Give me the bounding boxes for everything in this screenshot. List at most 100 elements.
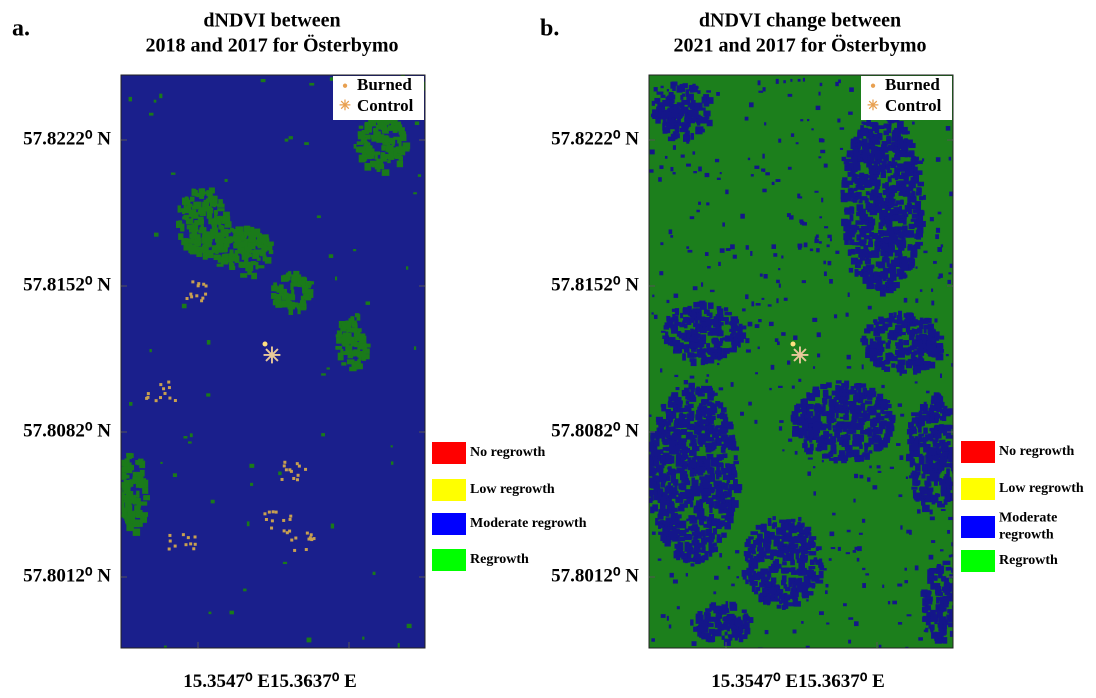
map-patch <box>710 354 715 359</box>
map-speck <box>373 572 376 575</box>
map-patch <box>218 199 223 204</box>
map-speck <box>829 279 833 284</box>
burn-speck <box>186 297 189 300</box>
map-patch <box>915 416 919 422</box>
map-patch <box>748 536 754 539</box>
map-speck <box>720 523 723 527</box>
map-speck <box>795 451 798 455</box>
map-patch <box>820 384 827 389</box>
map-patch <box>914 233 918 238</box>
map-patch <box>758 552 761 560</box>
map-speck <box>185 217 189 220</box>
map-speck <box>689 312 692 314</box>
map-patch <box>846 445 853 452</box>
map-patch <box>697 349 704 355</box>
map-speck <box>309 83 314 86</box>
map-speck <box>813 366 815 369</box>
map-patch <box>682 353 686 360</box>
map-patch <box>915 366 920 371</box>
map-patch <box>808 566 815 569</box>
map-patch <box>838 455 843 461</box>
map-patch <box>894 260 900 267</box>
map-patch <box>891 274 897 281</box>
map-patch <box>864 443 871 447</box>
map-patch <box>821 411 827 416</box>
map-patch <box>874 161 881 165</box>
map-patch <box>708 302 714 308</box>
map-speck <box>870 359 875 361</box>
map-patch <box>917 229 921 232</box>
map-patch <box>883 243 888 251</box>
map-speck <box>825 590 828 594</box>
control-point: ✳ <box>263 343 281 368</box>
map-speck <box>709 422 711 424</box>
map-patch <box>746 568 752 571</box>
map-speck <box>772 182 775 185</box>
map-speck <box>859 475 863 479</box>
x-tick-label: 15.3637⁰ E <box>270 671 357 692</box>
map-patch <box>930 476 937 481</box>
burn-speck <box>155 399 158 402</box>
map-speck <box>817 353 820 357</box>
map-speck <box>771 365 775 370</box>
map-patch <box>279 284 284 291</box>
burn-speck <box>185 543 188 546</box>
map-patch <box>915 191 921 195</box>
map-patch <box>877 206 882 210</box>
map-patch <box>914 220 918 228</box>
map-patch <box>232 229 236 233</box>
map-patch <box>909 334 915 340</box>
map-patch <box>201 224 204 229</box>
map-patch <box>708 544 714 547</box>
map-speck <box>149 113 153 116</box>
map-speck <box>745 117 749 121</box>
burn-speck <box>268 511 271 514</box>
map-patch <box>790 560 795 565</box>
map-patch <box>868 406 874 409</box>
map-speck <box>951 542 956 546</box>
class-swatch <box>432 513 466 535</box>
map-speck <box>670 167 673 171</box>
map-speck <box>763 601 767 605</box>
map-patch <box>852 413 857 419</box>
map-patch <box>854 174 860 177</box>
map-speck <box>862 568 865 570</box>
map-patch <box>936 402 941 409</box>
map-patch <box>862 336 867 339</box>
map-patch <box>863 274 869 281</box>
map-speck <box>798 244 803 248</box>
map-patch <box>140 516 147 523</box>
map-patch <box>919 443 924 447</box>
map-patch <box>706 343 710 348</box>
map-speck <box>698 167 702 172</box>
map-speck <box>188 441 192 443</box>
map-patch <box>935 434 940 438</box>
map-patch <box>698 420 704 424</box>
map-patch <box>742 570 747 577</box>
map-patch <box>896 239 902 245</box>
map-patch <box>254 253 258 256</box>
map-speck <box>714 576 719 580</box>
map-patch <box>341 362 346 365</box>
map-patch <box>683 307 689 315</box>
map-patch <box>921 474 925 479</box>
map-patch <box>874 328 880 332</box>
map-speck <box>899 455 903 460</box>
map-patch <box>676 460 683 466</box>
map-speck <box>758 91 763 93</box>
map-patch <box>896 364 902 368</box>
map-patch <box>768 518 772 526</box>
map-patch <box>281 300 285 307</box>
burn-speck <box>297 474 300 477</box>
map-speck <box>923 437 927 440</box>
map-speck <box>884 436 888 439</box>
burn-speck <box>200 299 203 302</box>
map-patch <box>955 599 960 602</box>
map-speck <box>884 401 888 406</box>
map-speck <box>665 156 668 159</box>
map-patch <box>843 224 850 231</box>
map-speck <box>900 525 902 529</box>
map-patch <box>844 234 851 240</box>
map-speck <box>946 126 951 131</box>
map-patch <box>859 200 863 203</box>
